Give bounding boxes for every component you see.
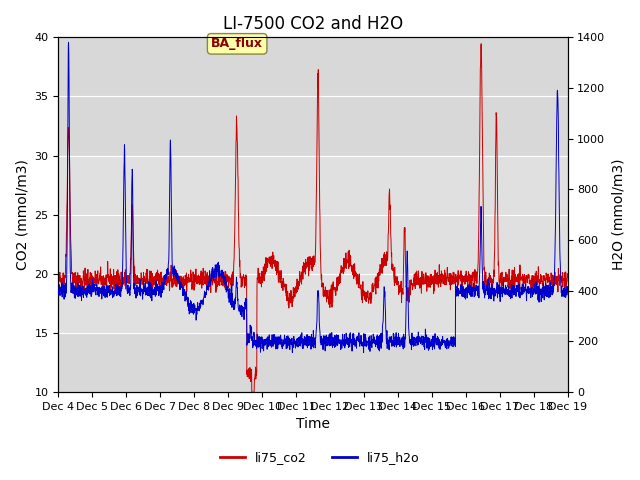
Text: BA_flux: BA_flux — [211, 37, 263, 50]
li75_h2o — [339, 331, 346, 337]
Legend: li75_co2, li75_h2o: li75_co2, li75_h2o — [215, 446, 425, 469]
Y-axis label: H2O (mmol/m3): H2O (mmol/m3) — [611, 159, 625, 270]
Line: li75_co2: li75_co2 — [58, 44, 568, 392]
li75_co2 — [564, 274, 572, 280]
li75_h2o — [360, 350, 367, 356]
li75_h2o — [65, 39, 72, 45]
li75_co2 — [339, 265, 346, 271]
li75_co2 — [477, 41, 485, 47]
li75_co2 — [196, 273, 204, 278]
li75_h2o — [54, 292, 62, 298]
li75_h2o — [461, 288, 469, 294]
li75_co2 — [533, 273, 541, 279]
li75_h2o — [564, 289, 572, 295]
Y-axis label: CO2 (mmol/m3): CO2 (mmol/m3) — [15, 159, 29, 270]
Title: LI-7500 CO2 and H2O: LI-7500 CO2 and H2O — [223, 15, 403, 33]
li75_co2 — [248, 389, 255, 395]
li75_h2o — [196, 304, 204, 310]
li75_h2o — [533, 287, 541, 292]
Bar — [58, 156, 568, 333]
li75_h2o — [328, 334, 335, 340]
li75_co2 — [328, 288, 335, 294]
li75_co2 — [54, 275, 62, 280]
li75_co2 — [461, 274, 468, 280]
X-axis label: Time: Time — [296, 418, 330, 432]
li75_co2 — [519, 274, 527, 280]
Line: li75_h2o: li75_h2o — [58, 42, 568, 353]
li75_h2o — [519, 289, 527, 295]
